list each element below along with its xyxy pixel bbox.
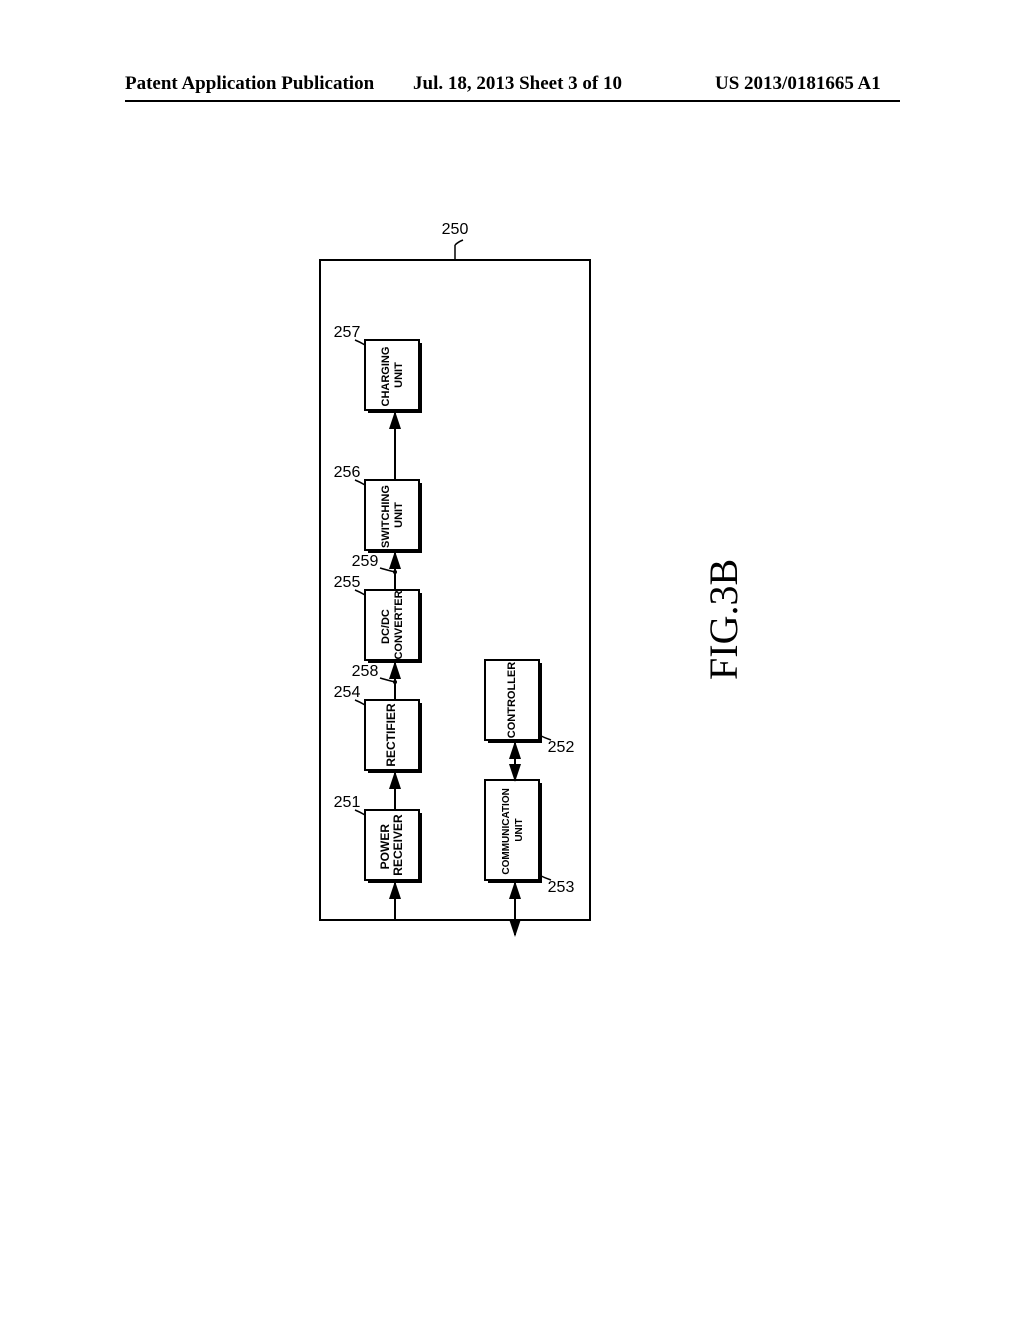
container-box [320,260,590,920]
dcdc-l1: DC/DC [380,609,392,644]
power-receiver-l2: RECEIVER [391,814,405,876]
ref-255: 255 [334,574,361,591]
ref-252: 252 [548,739,575,756]
block-comm [485,780,539,880]
controller-l1: CONTROLLER [506,662,518,738]
figure-label: FIG.3B [700,559,747,680]
switching-l2: UNIT [393,502,405,528]
charging-l2: UNIT [393,362,405,388]
ref-254: 254 [334,684,361,701]
comm-l2: UNIT [514,818,525,841]
svg-text:POWER RECEIVER: POWER RECEIVER [378,814,405,876]
rectifier-l1: RECTIFIER [384,703,398,767]
ref-256: 256 [334,464,361,481]
ref-container: 250 [442,221,469,238]
page: Patent Application Publication Jul. 18, … [0,0,1024,1320]
header-center: Jul. 18, 2013 Sheet 3 of 10 [413,73,622,95]
ref-251: 251 [334,794,361,811]
header-rule [125,100,900,102]
ref-257: 257 [334,324,361,341]
ref-258: 258 [352,663,379,680]
dcdc-l2: CONVERTER [393,590,405,659]
diagram-svg: 250 POWER RECEIVER 251 RECTIFIER 254 [265,220,745,940]
header-left: Patent Application Publication [125,73,374,95]
comm-l1: COMMUNICATION [501,788,512,874]
switching-l1: SWITCHING [380,485,392,548]
header-right: US 2013/0181665 A1 [715,73,881,95]
power-receiver-l1: POWER [378,824,392,870]
ref-259: 259 [352,553,379,570]
ref-253: 253 [548,879,575,896]
diagram: 250 POWER RECEIVER 251 RECTIFIER 254 [265,220,745,940]
charging-l1: CHARGING [380,347,392,407]
